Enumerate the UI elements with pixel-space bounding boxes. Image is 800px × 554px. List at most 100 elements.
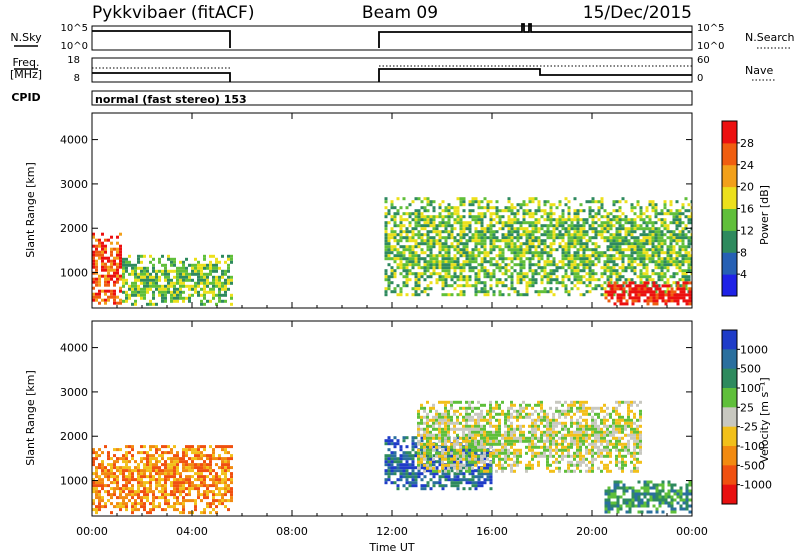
heatmap-cell [612,430,615,434]
heatmap-cell [209,445,212,449]
heatmap-cell [483,293,487,297]
heatmap-cell [441,472,445,476]
heatmap-cell [525,436,528,440]
heatmap-cell [194,472,197,476]
heatmap-cell [579,451,582,455]
heatmap-cell [411,287,415,291]
heatmap-cell [678,221,682,225]
heatmap-cell [612,269,616,273]
heatmap-cell [167,284,170,288]
heatmap-cell [489,451,492,455]
heatmap-cell [588,269,592,273]
heatmap-cell [405,263,409,267]
heatmap-cell [119,472,122,476]
heatmap-cell [438,436,441,440]
heatmap-cell [414,484,418,488]
heatmap-cell [149,272,152,276]
heatmap-cell [537,463,540,467]
heatmap-cell [655,284,659,288]
heatmap-cell [399,266,403,270]
heatmap-cell [636,239,640,243]
heatmap-cell [116,253,119,257]
heatmap-cell [666,224,670,228]
heatmap-cell [137,260,140,264]
heatmap-cell [161,299,164,303]
heatmap-cell [675,227,679,231]
heatmap-cell [681,254,685,258]
heatmap-cell [621,284,625,288]
heatmap-cell [561,442,564,446]
heatmap-cell [672,260,676,264]
heatmap-cell [387,275,391,279]
heatmap-cell [516,233,520,237]
heatmap-cell [486,436,489,440]
heatmap-cell [534,451,537,455]
heatmap-cell [681,257,685,261]
heatmap-cell [549,424,552,428]
heatmap-cell [438,245,442,249]
heatmap-cell [408,239,412,243]
heatmap-cell [660,236,664,240]
heatmap-cell [516,212,520,216]
heatmap-cell [501,251,505,255]
heatmap-cell [387,460,391,464]
heatmap-cell [167,475,170,479]
heatmap-cell [549,272,553,276]
heatmap-cell [104,289,107,293]
heatmap-cell [585,448,588,452]
heatmap-cell [585,248,589,252]
heatmap-cell [513,230,517,234]
heatmap-cell [573,239,577,243]
heatmap-cell [660,275,664,279]
heatmap-cell [639,218,643,222]
heatmap-cell [480,481,484,485]
heatmap-cell [591,197,595,201]
heatmap-cell [125,290,128,294]
heatmap-cell [546,433,549,437]
heatmap-cell [438,427,441,431]
heatmap-cell [666,209,670,213]
heatmap-cell [474,284,478,288]
heatmap-cell [663,263,667,267]
heatmap-cell [384,439,388,443]
heatmap-cell [606,454,609,458]
heatmap-cell [429,200,433,204]
heatmap-cell [411,260,415,264]
heatmap-cell [687,245,691,249]
heatmap-cell [447,436,450,440]
heatmap-cell [567,263,571,267]
heatmap-cell [549,212,553,216]
heatmap-cell [435,257,439,261]
heatmap-cell [119,298,122,302]
heatmap-cell [618,466,621,470]
heatmap-cell [498,418,501,422]
heatmap-cell [456,215,460,219]
heatmap-cell [414,445,418,449]
heatmap-cell [197,493,200,497]
heatmap-cell [576,269,580,273]
heatmap-cell [573,412,576,416]
heatmap-cell [516,448,519,452]
heatmap-cell [495,412,498,416]
heatmap-cell [143,472,146,476]
heatmap-cell [558,436,561,440]
heatmap-cell [450,418,453,422]
heatmap-cell [209,254,212,258]
heatmap-cell [170,284,173,288]
heatmap-cell [399,227,403,231]
heatmap-cell [546,272,550,276]
heatmap-cell [155,278,158,282]
heatmap-cell [450,448,454,452]
heatmap-cell [194,287,197,291]
heatmap-cell [672,221,676,225]
heatmap-cell [498,281,502,285]
heatmap-cell [224,469,227,473]
heatmap-cell [657,251,661,255]
heatmap-cell [230,293,233,297]
heatmap-cell [669,230,673,234]
heatmap-cell [486,472,490,476]
heatmap-cell [420,275,424,279]
heatmap-cell [444,451,447,455]
heatmap-cell [633,269,637,273]
heatmap-cell [167,478,170,482]
